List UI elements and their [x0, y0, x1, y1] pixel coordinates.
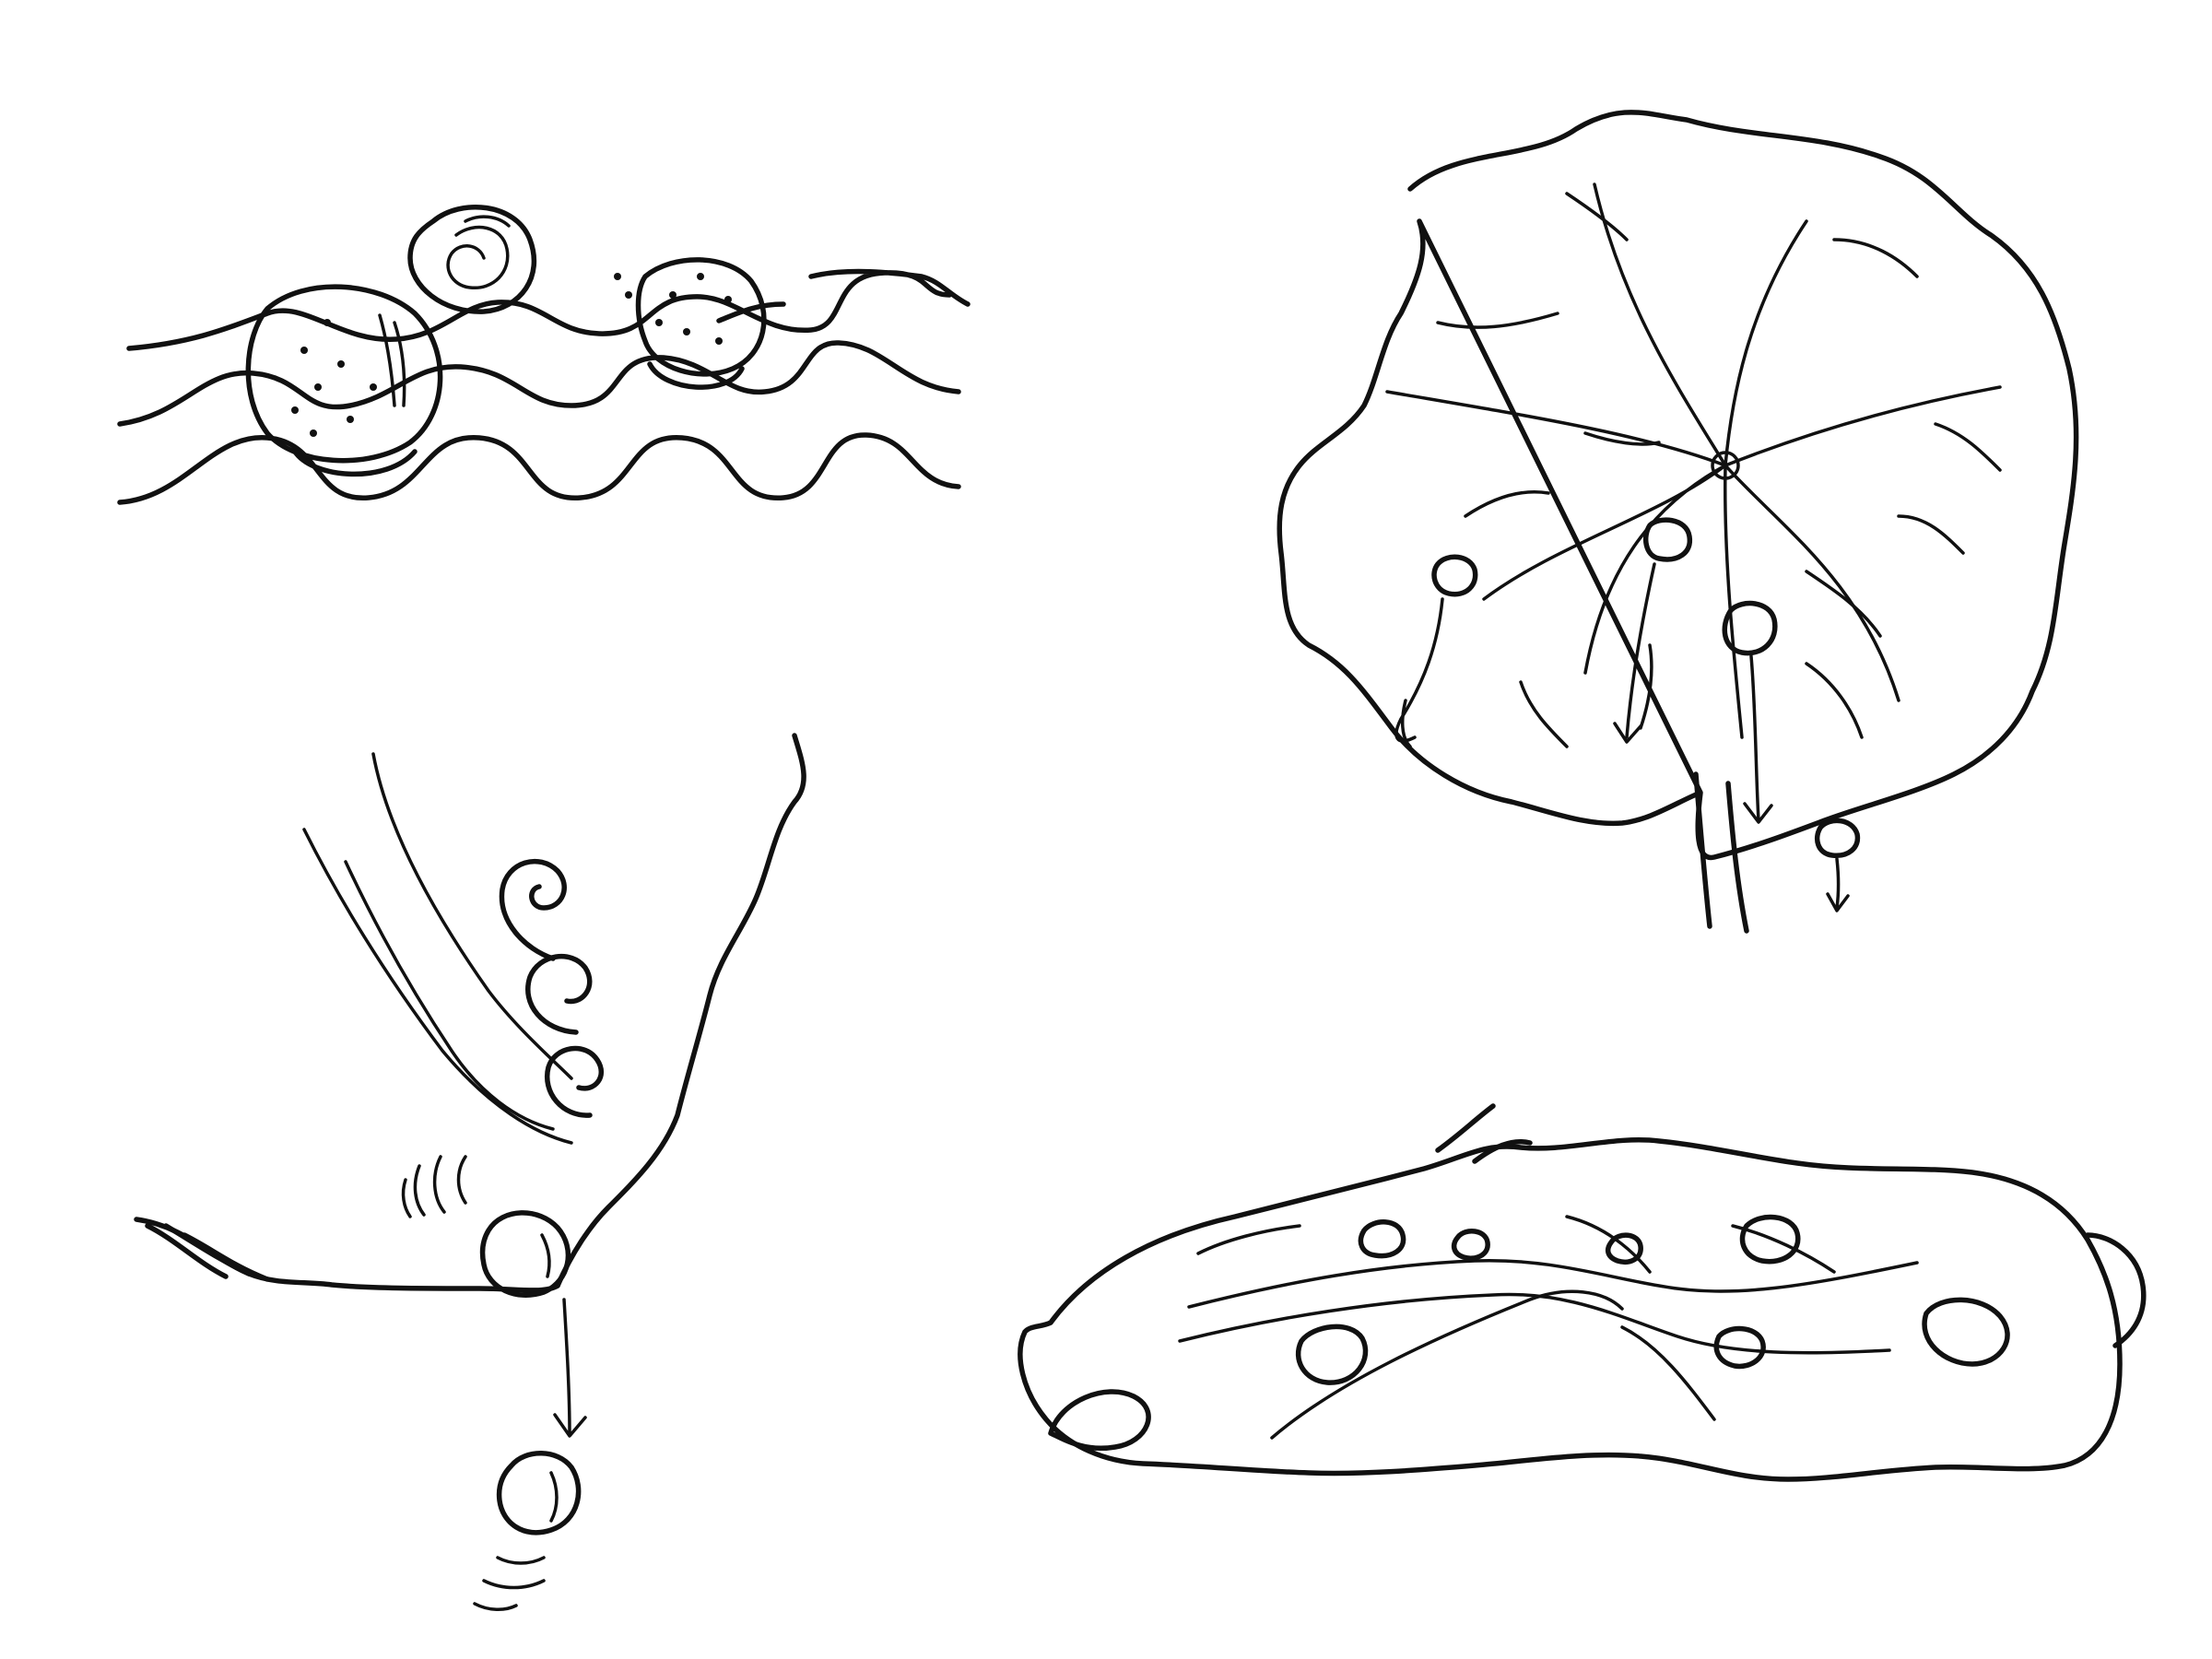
- droplet-curled-small: [407, 204, 537, 314]
- drip-arrow: [553, 1298, 587, 1438]
- leaf-veins: [1385, 182, 2002, 748]
- lotus-leaf-folds: [1178, 1215, 1919, 1440]
- falling-droplet: [473, 1451, 582, 1611]
- lotus-bead-droplets: [1048, 1214, 2010, 1452]
- wind-gust-lines: [302, 752, 573, 1145]
- droplet-large: [245, 284, 443, 477]
- leaf-hairy-edge: [145, 1223, 270, 1282]
- panel-leaf-tip-drip: [134, 733, 806, 1611]
- clinging-droplet: [401, 1155, 571, 1298]
- droplet-medium: [614, 257, 767, 390]
- leaf-rim-lift: [1435, 1103, 2147, 1348]
- runoff-droplets: [1394, 517, 1861, 912]
- leaf-stem: [1693, 771, 1749, 934]
- wave-line-middle: [117, 340, 961, 427]
- wave-line-top: [126, 268, 971, 351]
- leaf-blade-edge: [555, 733, 806, 1288]
- wave-line-bottom: [117, 432, 961, 505]
- panel-lotus-leaf-side: [1018, 1103, 2147, 1482]
- round-leaf-outline: [1277, 110, 2079, 861]
- panel-water-droplets: [117, 204, 971, 505]
- panel-leaf-runoff: [1277, 110, 2079, 934]
- leaf-underside: [134, 1217, 560, 1293]
- wind-swirl-icon: [499, 859, 605, 1118]
- lotus-leaf-outline: [1018, 1137, 2123, 1482]
